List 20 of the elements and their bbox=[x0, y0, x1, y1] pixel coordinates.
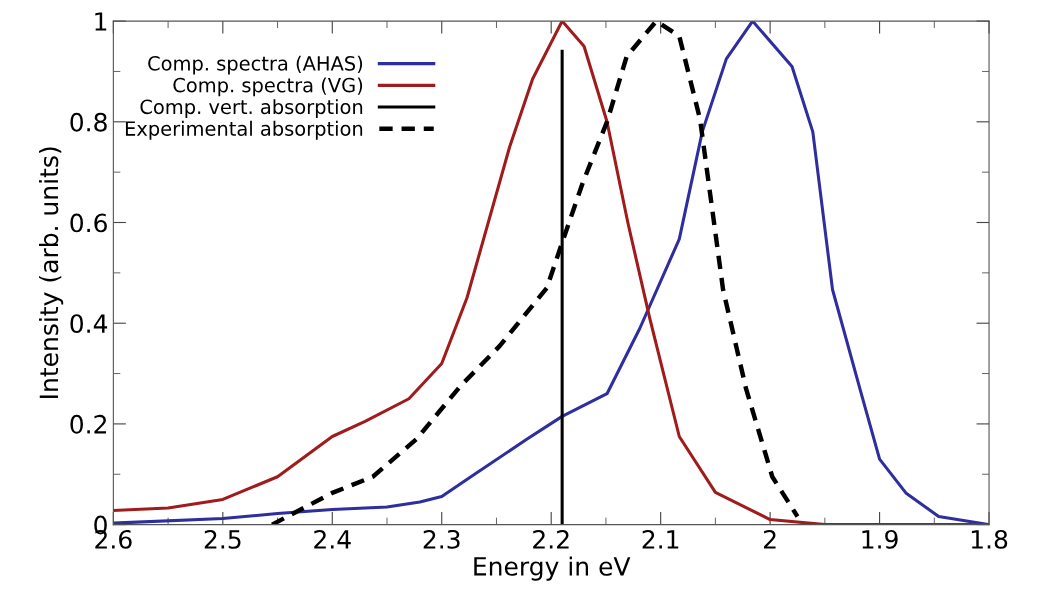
x-tick-label: 2.2 bbox=[533, 529, 569, 549]
y-tick-label: 0.4 bbox=[70, 314, 108, 334]
legend-label: Comp. spectra (VG) bbox=[173, 77, 363, 97]
y-tick-label: 0.8 bbox=[70, 112, 107, 132]
x-tick-label: 2.5 bbox=[204, 529, 241, 549]
x-axis-title: Energy in eV bbox=[474, 556, 631, 581]
legend-label: Comp. vert. absorption bbox=[140, 99, 363, 118]
y-tick-label: 1 bbox=[95, 12, 107, 31]
y-tick-label: 0.2 bbox=[70, 414, 106, 434]
x-tick-label: 2.4 bbox=[314, 529, 351, 549]
y-axis-title: Intensity (arb. units) bbox=[38, 147, 64, 398]
x-tick-label: 1.8 bbox=[971, 529, 1008, 549]
legend-label: Comp. spectra (AHAS) bbox=[148, 55, 363, 75]
x-tick-label: 2 bbox=[764, 529, 776, 549]
x-tick-label: 2.3 bbox=[423, 529, 460, 549]
y-tick-label: 0.6 bbox=[70, 213, 107, 233]
x-tick-label: 1.9 bbox=[862, 529, 898, 549]
legend-label: Experimental absorption bbox=[125, 120, 363, 140]
x-tick-label: 2.1 bbox=[642, 529, 679, 549]
line-series bbox=[113, 21, 990, 525]
